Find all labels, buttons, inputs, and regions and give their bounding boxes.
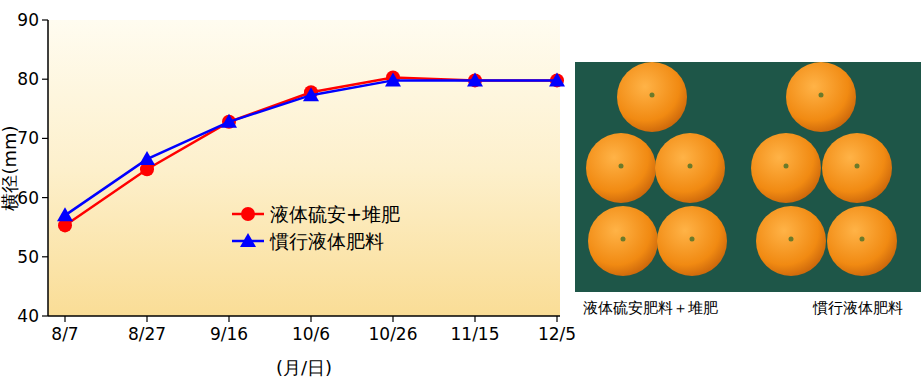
marker [222, 115, 236, 129]
marks [57, 70, 565, 232]
orange-calyx [789, 237, 794, 242]
orange-calyx [621, 237, 626, 242]
orange [756, 206, 826, 276]
marker [139, 151, 155, 165]
canvas: 40 50 60 70 80 90 8/7 8/27 9/16 10/6 10/26 11/15 12/… [0, 0, 924, 383]
orange [822, 133, 892, 203]
orange-calyx [784, 164, 789, 169]
orange [786, 62, 856, 132]
orange [751, 133, 821, 203]
y-tick [42, 315, 48, 316]
x-tick [474, 316, 475, 322]
orange-calyx [819, 93, 824, 98]
marker [467, 72, 483, 86]
orange [655, 133, 725, 203]
y-axis [47, 20, 49, 316]
x-tick-label: 8/27 [128, 324, 166, 344]
marker [221, 114, 237, 128]
orange [588, 206, 658, 276]
y-tick-label: 70 [17, 128, 39, 148]
y-tick-label: 50 [17, 247, 39, 267]
legend-marker [241, 207, 255, 221]
plot-background [48, 20, 560, 316]
legend-marker [240, 233, 256, 247]
x-tick [556, 316, 557, 322]
photo-background [575, 62, 921, 292]
x-tick-label: 9/16 [210, 324, 248, 344]
orange [657, 206, 727, 276]
marker [549, 72, 565, 86]
orange-calyx [688, 164, 693, 169]
orange [586, 133, 656, 203]
orange [617, 62, 687, 132]
legend-label: 液体硫安+堆肥 [270, 203, 400, 225]
x-tick-label: 11/15 [451, 324, 500, 344]
marker [303, 87, 319, 101]
legend-label: 慣行液体肥料 [269, 230, 384, 252]
photo-caption: 液体硫安肥料＋堆肥 [583, 299, 718, 317]
x-tick [228, 316, 229, 322]
marker [57, 207, 73, 221]
x-tick-label: 10/6 [292, 324, 330, 344]
y-tick [42, 79, 48, 80]
y-axis-title: 横径(mm) [0, 125, 20, 210]
orange-calyx [860, 237, 865, 242]
x-axis-title: (月/日) [276, 357, 332, 378]
orange-calyx [650, 93, 655, 98]
x-tick [146, 316, 147, 322]
y-tick-label: 80 [17, 69, 39, 89]
x-tick-label: 10/26 [369, 324, 418, 344]
x-tick [392, 316, 393, 322]
y-tick-label: 60 [17, 188, 39, 208]
x-tick-label: 8/7 [51, 324, 78, 344]
orange [827, 206, 897, 276]
x-tick [64, 316, 65, 322]
y-tick [42, 138, 48, 139]
y-tick-label: 40 [17, 306, 39, 326]
x-tick-label: 12/5 [538, 324, 576, 344]
photo-caption: 慣行液体肥料 [812, 299, 903, 317]
y-tick [42, 19, 48, 20]
orange-calyx [855, 164, 860, 169]
x-axis [48, 315, 560, 317]
series-line [65, 77, 557, 225]
y-tick [42, 256, 48, 257]
orange-calyx [619, 164, 624, 169]
orange-calyx [690, 237, 695, 242]
series-line [65, 80, 557, 215]
y-tick [42, 197, 48, 198]
x-tick [310, 316, 311, 322]
y-tick-label: 90 [17, 10, 39, 30]
marker [385, 72, 401, 86]
